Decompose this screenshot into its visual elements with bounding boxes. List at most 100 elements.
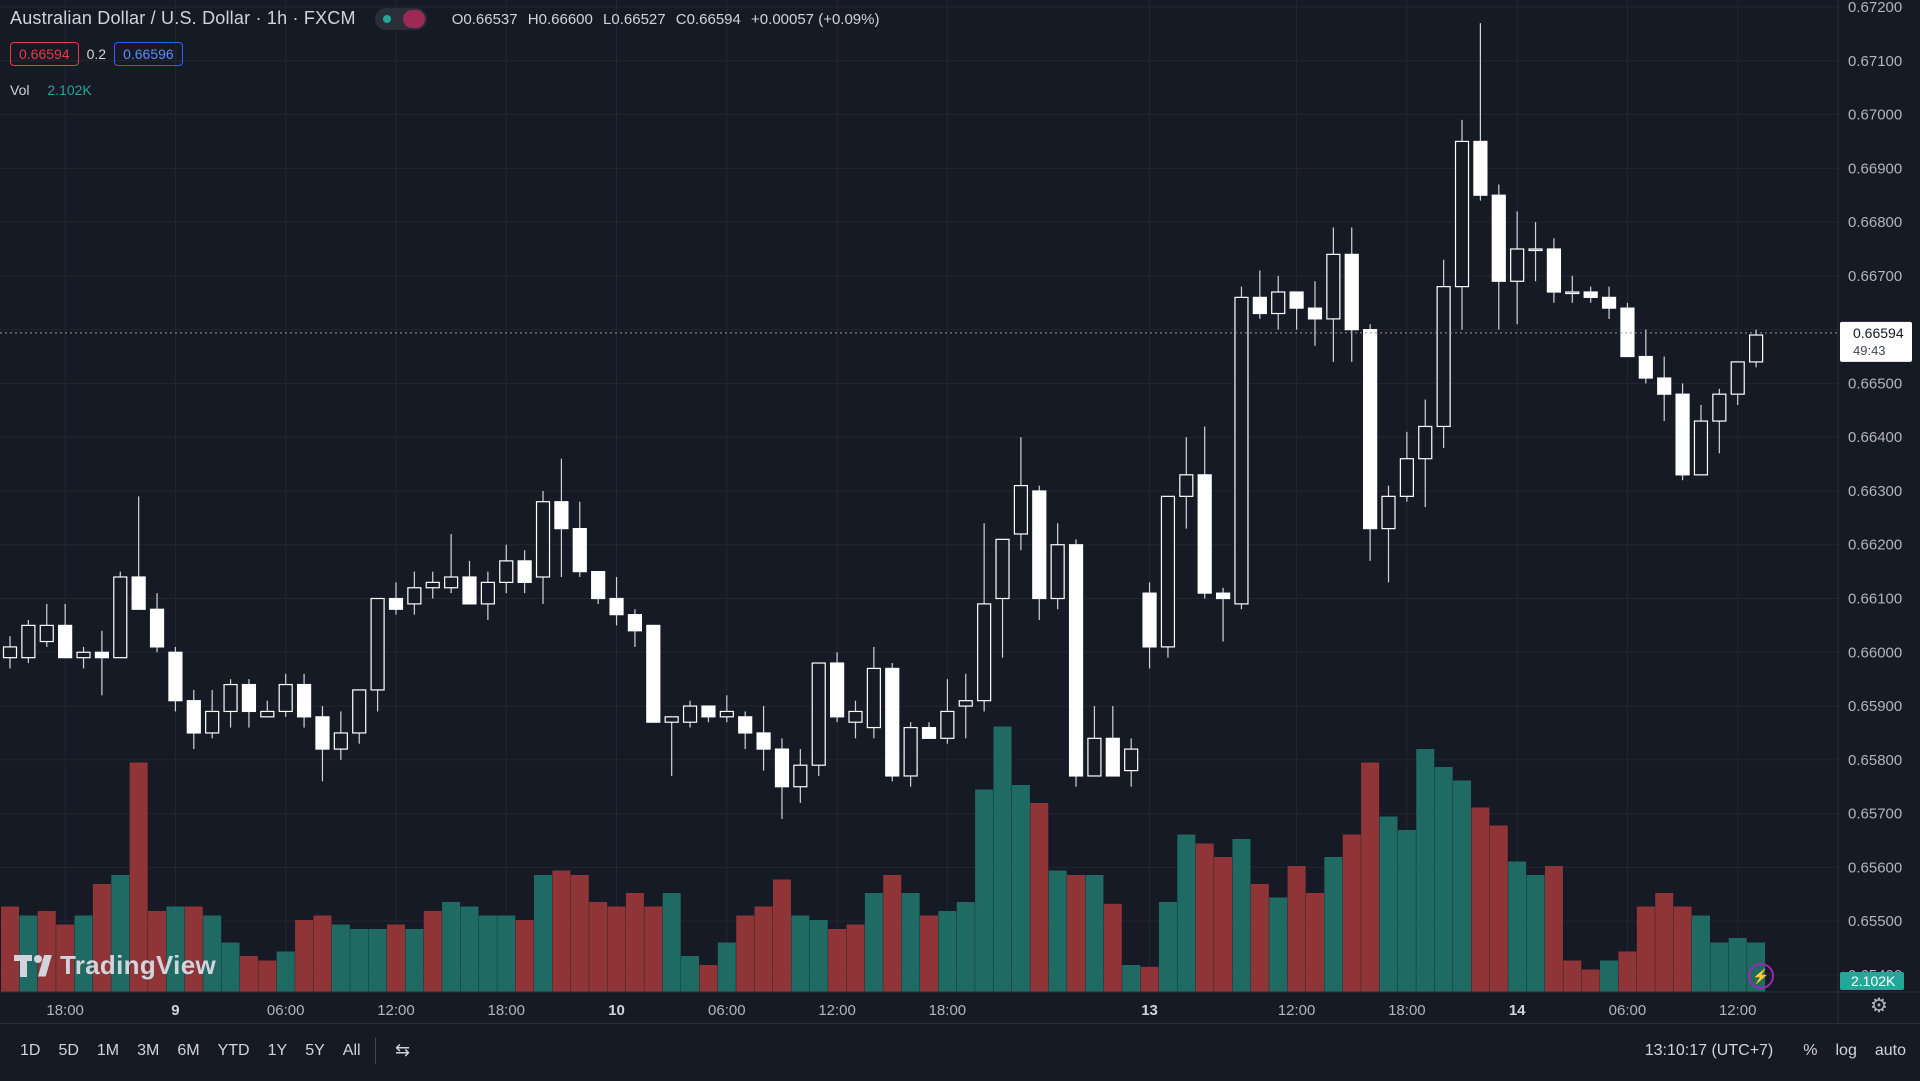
- tradingview-logo[interactable]: TradingView: [14, 950, 216, 981]
- volume-bar: [1085, 875, 1104, 992]
- candle-down: [517, 560, 532, 583]
- auto-toggle[interactable]: auto: [1874, 1042, 1906, 1059]
- candle-up: [1730, 361, 1745, 395]
- volume-bar: [368, 929, 387, 992]
- candle-up: [21, 624, 36, 659]
- percent-toggle[interactable]: %: [1803, 1042, 1818, 1059]
- volume-bar: [828, 929, 847, 992]
- volume-bar: [1158, 902, 1177, 992]
- timeframe-ytd[interactable]: YTD: [217, 1042, 250, 1059]
- timeframe-all[interactable]: All: [342, 1042, 361, 1059]
- timeframe-1d[interactable]: 1D: [20, 1042, 41, 1059]
- lightning-icon[interactable]: ⚡: [1748, 963, 1774, 989]
- price-tick-label: 0.66300: [1848, 483, 1902, 500]
- volume-bar: [1103, 903, 1122, 992]
- candle-down: [572, 528, 587, 573]
- spread-value: 0.2: [86, 46, 107, 62]
- candle-down: [756, 732, 771, 750]
- timeframe-1y[interactable]: 1Y: [267, 1042, 288, 1059]
- candle-up: [39, 624, 54, 643]
- log-toggle[interactable]: log: [1835, 1042, 1857, 1059]
- timeframe-3m[interactable]: 3M: [137, 1042, 160, 1059]
- time-tick-label: 06:00: [267, 1002, 305, 1019]
- gear-icon[interactable]: ⚙: [1870, 995, 1888, 1017]
- volume-bar: [809, 920, 828, 992]
- candle-up: [425, 581, 440, 589]
- volume-bar: [442, 902, 461, 992]
- high-label: H: [527, 11, 539, 28]
- volume-bar: [644, 906, 663, 992]
- candle-up: [1436, 286, 1451, 428]
- clock-timezone[interactable]: 13:10:17 (UTC+7): [1644, 1042, 1774, 1059]
- bottom-toolbar: 1D 5D 1M 3M 6M YTD 1Y 5Y All ⇆ 13:10:17 …: [0, 1023, 1920, 1081]
- volume-bar: [239, 956, 258, 992]
- candle-down: [646, 624, 661, 723]
- volume-bar: [56, 924, 75, 992]
- countdown-label: 49:43: [1853, 343, 1886, 358]
- timeframe-5d[interactable]: 5D: [58, 1042, 79, 1059]
- candle-up: [848, 710, 863, 723]
- volume-bar: [276, 951, 295, 992]
- price-tick-label: 0.66700: [1848, 268, 1902, 285]
- time-tick-label: 14: [1509, 1002, 1526, 1019]
- candle-down: [1197, 474, 1212, 594]
- volume-bar: [203, 915, 222, 992]
- timeframe-1m[interactable]: 1M: [96, 1042, 120, 1059]
- candle-up: [1565, 291, 1580, 295]
- volume-bar: [221, 942, 240, 992]
- date-range-icon[interactable]: ⇆: [395, 1040, 411, 1060]
- volume-bar: [1471, 807, 1490, 992]
- volume-bar: [1214, 857, 1233, 992]
- candle-up: [1454, 140, 1470, 288]
- sell-price-button[interactable]: 0.66594: [10, 42, 79, 66]
- change-value: +0.00057 (+0.09%): [751, 11, 880, 28]
- candle-down: [315, 716, 330, 750]
- price-tick-label: 0.66400: [1848, 429, 1902, 446]
- volume-badge-label: 2.102K: [1851, 973, 1896, 989]
- volume-bar: [570, 875, 589, 992]
- candle-up: [1712, 393, 1727, 422]
- timeframe-6m[interactable]: 6M: [177, 1042, 200, 1059]
- volume-bar: [129, 762, 148, 992]
- volume-bar: [1342, 834, 1361, 992]
- candle-down: [829, 662, 845, 718]
- volume-bar: [92, 884, 111, 992]
- buy-price-button[interactable]: 0.66596: [114, 42, 183, 66]
- candle-up: [682, 705, 698, 723]
- volume-bar: [993, 726, 1012, 992]
- volume-bar: [74, 915, 93, 992]
- price-tick-label: 0.65500: [1848, 913, 1902, 930]
- volume-bar: [1030, 803, 1049, 992]
- chart-toggle[interactable]: [374, 8, 427, 31]
- volume-bar: [1508, 861, 1527, 992]
- candle-up: [1234, 296, 1249, 605]
- price-tick-label: 0.66900: [1848, 160, 1902, 177]
- volume-legend[interactable]: Vol 2.102K: [10, 82, 92, 98]
- volume-bar: [1710, 942, 1729, 992]
- candle-down: [627, 614, 643, 632]
- volume-bar: [1324, 857, 1343, 992]
- candle-down: [1583, 291, 1598, 298]
- open-value: 0.66537: [463, 11, 518, 28]
- candle-down: [1068, 544, 1084, 777]
- candle-up: [1418, 425, 1433, 460]
- time-tick-label: 18:00: [487, 1002, 525, 1019]
- candle-up: [76, 651, 91, 659]
- volume-bar: [1011, 785, 1030, 992]
- volume-bar: [920, 915, 938, 992]
- candle-up: [499, 560, 514, 583]
- volume-bars: [1, 726, 1766, 992]
- candle-up: [1510, 248, 1525, 282]
- candle-up: [113, 576, 128, 659]
- time-tick-label: 18:00: [929, 1002, 967, 1019]
- candle-up: [940, 710, 955, 739]
- symbol-title[interactable]: Australian Dollar / U.S. Dollar · 1h · F…: [10, 8, 356, 28]
- candle-up: [1748, 334, 1764, 363]
- candle-down: [921, 726, 937, 739]
- price-tick-label: 0.65600: [1848, 859, 1902, 876]
- volume-bar: [258, 960, 277, 992]
- time-tick-label: 13: [1141, 1002, 1158, 1019]
- volume-bar: [1618, 951, 1637, 992]
- timeframe-5y[interactable]: 5Y: [305, 1042, 325, 1059]
